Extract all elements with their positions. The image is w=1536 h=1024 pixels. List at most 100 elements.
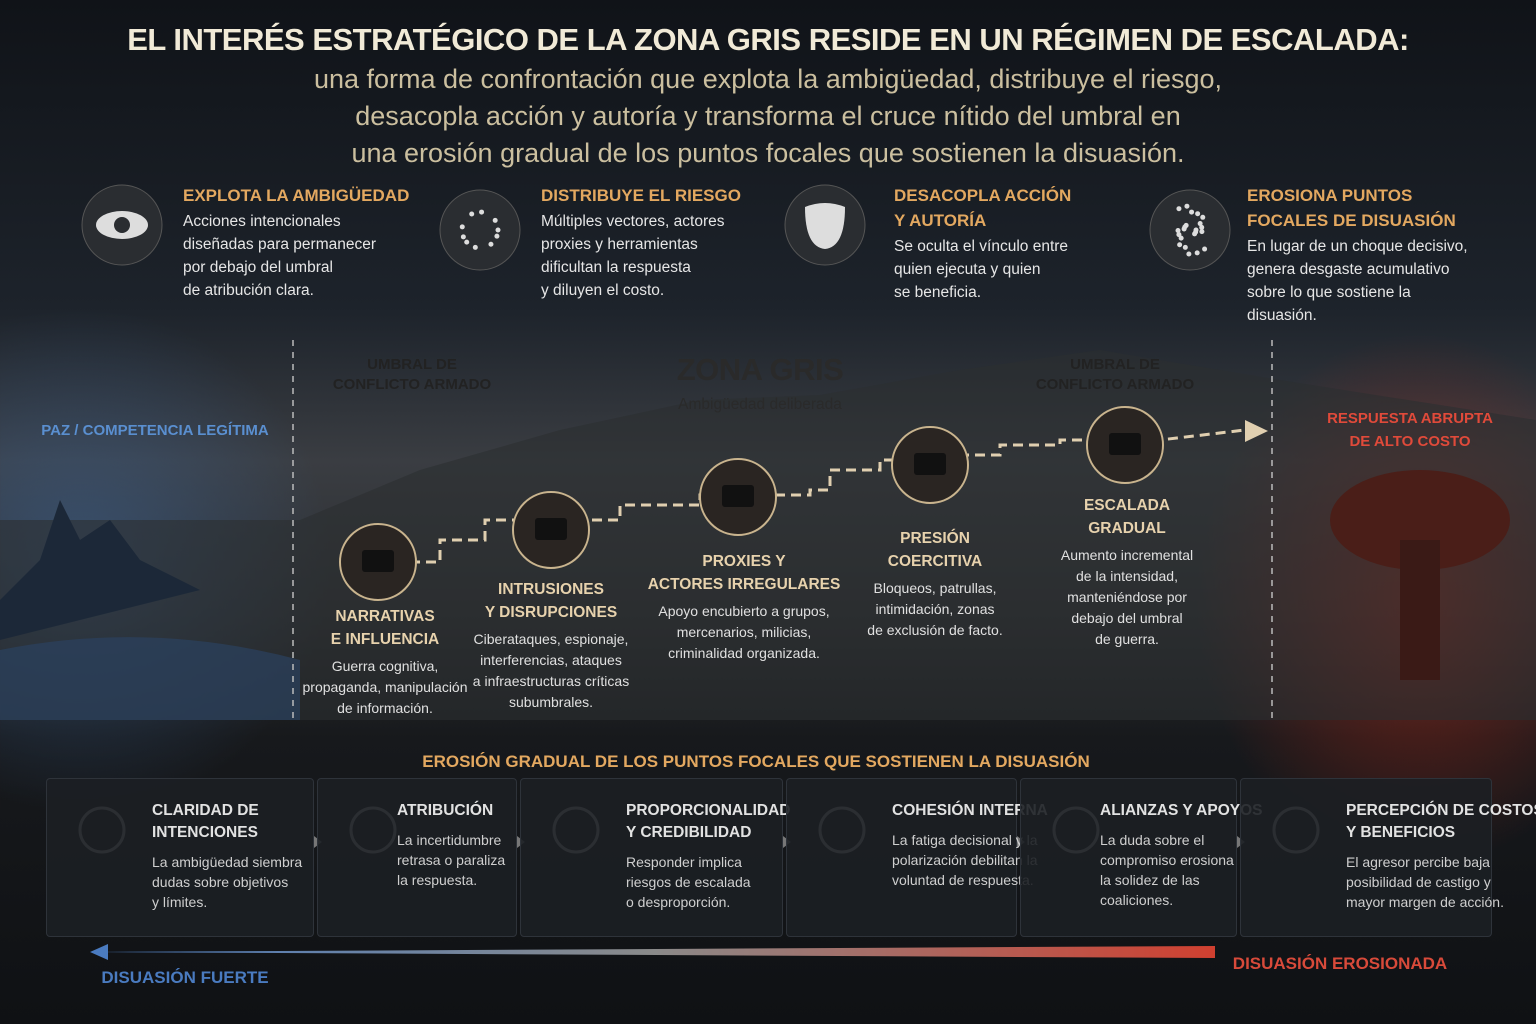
step-text: de la intensidad, bbox=[1076, 568, 1178, 584]
card bbox=[1240, 778, 1492, 937]
step-text: de información. bbox=[337, 700, 433, 716]
dot bbox=[479, 209, 485, 215]
card-text: riesgos de escalada bbox=[626, 874, 751, 890]
dot bbox=[1186, 251, 1192, 257]
step-title: PRESIÓN bbox=[900, 530, 970, 547]
mask bbox=[805, 203, 845, 249]
feature-text: quien ejecuta y quien bbox=[894, 261, 1041, 278]
dot bbox=[1183, 222, 1189, 228]
staircase-arrow bbox=[1245, 420, 1268, 442]
dot bbox=[464, 239, 470, 245]
step-text: subumbrales. bbox=[508, 694, 594, 710]
feature-title: FOCALES DE DISUASIÓN bbox=[1247, 211, 1456, 230]
feature-title: EROSIONA PUNTOS bbox=[1247, 186, 1413, 205]
explosion bbox=[1330, 470, 1510, 570]
feature-text: y diluyen el costo. bbox=[541, 282, 665, 299]
card bbox=[46, 778, 314, 937]
dot bbox=[1199, 224, 1205, 230]
step-glyph bbox=[914, 453, 946, 475]
step-glyph bbox=[722, 485, 754, 507]
dot bbox=[488, 241, 494, 247]
card-text: y límites. bbox=[152, 894, 208, 910]
card-text: retrasa o paraliza bbox=[397, 852, 506, 868]
feature-text: sobre lo que sostiene la bbox=[1247, 284, 1411, 301]
card-title: PERCEPCIÓN DE COSTOS bbox=[1346, 802, 1536, 819]
feature-text: Acciones intencionales bbox=[183, 213, 341, 230]
step-text: a infraestructuras críticas bbox=[472, 673, 630, 689]
step-text: intimidación, zonas bbox=[875, 601, 995, 617]
step-title: ESCALADA bbox=[1083, 497, 1171, 514]
step-glyph bbox=[362, 550, 394, 572]
card-text: voluntad de respuesta. bbox=[892, 872, 1034, 888]
card-text: La fatiga decisional y la bbox=[892, 832, 1038, 848]
step-text: debajo del umbral bbox=[1071, 610, 1183, 626]
card bbox=[317, 778, 517, 937]
title: EL INTERÉS ESTRATÉGICO DE LA ZONA GRIS R… bbox=[127, 22, 1409, 57]
scale-bar bbox=[90, 946, 1215, 958]
feature-text: de atribución clara. bbox=[183, 282, 314, 299]
feature-title: Y AUTORÍA bbox=[894, 211, 987, 230]
step-title: NARRATIVAS bbox=[335, 608, 435, 625]
card-text: la respuesta. bbox=[397, 872, 478, 888]
dot bbox=[1189, 209, 1195, 215]
card-text: polarización debilitan la bbox=[892, 852, 1038, 868]
threshold-label: UMBRAL DE bbox=[1070, 356, 1160, 373]
feature-text: se beneficia. bbox=[894, 284, 982, 301]
step-text: Apoyo encubierto a grupos, bbox=[658, 603, 830, 619]
card-text: La ambigüedad siembra bbox=[152, 854, 303, 870]
feature-text: disuasión. bbox=[1247, 307, 1317, 324]
zone-title: ZONA GRIS bbox=[676, 352, 844, 387]
card-title: PROPORCIONALIDAD bbox=[626, 802, 791, 819]
scale-right: DISUASIÓN EROSIONADA bbox=[1232, 954, 1448, 973]
step-text: Ciberataques, espionaje, bbox=[473, 631, 629, 647]
dot bbox=[1194, 250, 1200, 256]
dot bbox=[494, 233, 500, 239]
threshold-label: UMBRAL DE bbox=[367, 356, 457, 373]
feature-text: genera desgaste acumulativo bbox=[1247, 261, 1450, 278]
scale-arrow bbox=[90, 944, 108, 960]
card-title: ATRIBUCIÓN bbox=[397, 802, 494, 819]
feature-text: En lugar de un choque decisivo, bbox=[1247, 238, 1468, 255]
dot bbox=[492, 217, 498, 223]
card bbox=[786, 778, 1017, 937]
dot bbox=[1200, 214, 1206, 220]
feature-title: DESACOPLA ACCIÓN bbox=[894, 186, 1072, 205]
dot bbox=[1184, 203, 1190, 209]
scale-left: DISUASIÓN FUERTE bbox=[101, 968, 269, 987]
zone-subtitle: Ambigüedad deliberada bbox=[678, 396, 842, 413]
card-title: CLARIDAD DE bbox=[152, 802, 259, 819]
step-text: Aumento incremental bbox=[1060, 547, 1194, 563]
subtitle: una erosión gradual de los puntos focale… bbox=[351, 138, 1185, 168]
river bbox=[0, 637, 300, 720]
step-text: de exclusión de facto. bbox=[867, 622, 1003, 638]
right-label: DE ALTO COSTO bbox=[1349, 433, 1471, 450]
step-text: Bloqueos, patrullas, bbox=[873, 580, 997, 596]
dot bbox=[1177, 242, 1183, 248]
right-label: RESPUESTA ABRUPTA bbox=[1327, 410, 1493, 427]
bottom-title: EROSIÓN GRADUAL DE LOS PUNTOS FOCALES QU… bbox=[422, 752, 1090, 771]
subtitle: una forma de confrontación que explota l… bbox=[313, 64, 1223, 94]
card bbox=[520, 778, 783, 937]
dot bbox=[1199, 229, 1205, 235]
dot bbox=[1176, 232, 1182, 238]
feature-text: proxies y herramientas bbox=[541, 236, 698, 253]
dot bbox=[1197, 221, 1203, 227]
step-text: propaganda, manipulación bbox=[302, 679, 468, 695]
feature-title: DISTRIBUYE EL RIESGO bbox=[541, 186, 741, 205]
feature-text: diseñadas para permanecer bbox=[183, 236, 377, 253]
card-text: o desproporción. bbox=[626, 894, 731, 910]
step-title: Y DISRUPCIONES bbox=[484, 604, 618, 621]
card-title: Y BENEFICIOS bbox=[1346, 824, 1456, 841]
step-title: PROXIES Y bbox=[702, 553, 786, 570]
feature-icon bbox=[439, 189, 521, 271]
dot bbox=[472, 244, 478, 250]
pupil bbox=[114, 217, 130, 233]
card bbox=[1020, 778, 1237, 937]
feature-text: Múltiples vectores, actores bbox=[541, 213, 725, 230]
step-text: criminalidad organizada. bbox=[668, 645, 820, 661]
card-text: coaliciones. bbox=[1100, 892, 1174, 908]
card-text: La incertidumbre bbox=[397, 832, 502, 848]
step-text: de guerra. bbox=[1095, 631, 1159, 647]
step-title: E INFLUENCIA bbox=[330, 631, 440, 648]
